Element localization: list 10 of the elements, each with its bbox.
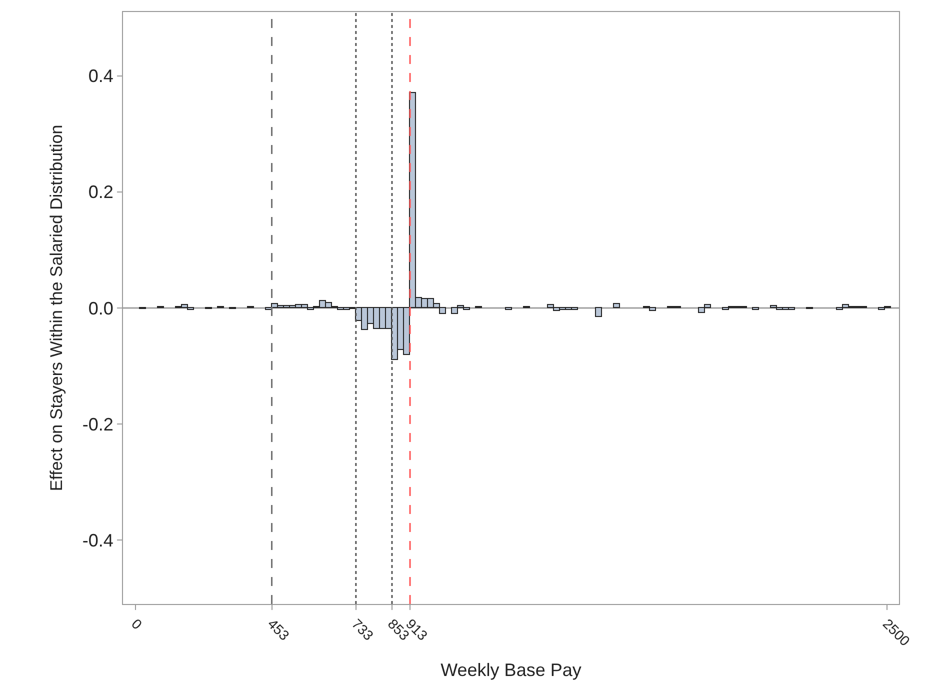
x-tick-label: 0: [128, 616, 146, 633]
x-tick-label: 733: [348, 616, 377, 644]
y-tick-label: 0.0: [88, 298, 114, 318]
y-tick-label: 0.2: [88, 182, 114, 202]
y-tick-label: 0.4: [88, 66, 114, 86]
x-axis-title: Weekly Base Pay: [440, 660, 582, 680]
y-axis-title: Effect on Stayers Within the Salaried Distribution: [46, 124, 66, 492]
x-tick-label: 453: [264, 616, 293, 644]
y-tick-label: -0.4: [82, 530, 114, 550]
y-tick-label: -0.2: [82, 414, 114, 434]
